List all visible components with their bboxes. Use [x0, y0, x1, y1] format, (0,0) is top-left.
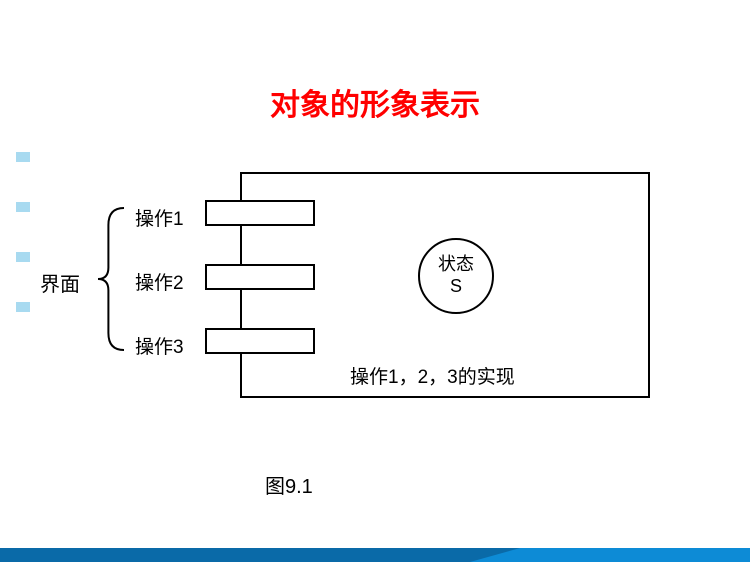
- footer-svg: [0, 548, 750, 562]
- operation-label-3: 操作3: [135, 332, 184, 359]
- page-title: 对象的形象表示: [0, 80, 750, 124]
- implementation-label-text: 操作1，2，3的实现: [350, 367, 515, 388]
- operation-box-1: [205, 200, 315, 226]
- implementation-label: 操作1，2，3的实现: [350, 362, 515, 389]
- figure-caption-text: 图9.1: [265, 476, 313, 498]
- operation-box-2: [205, 264, 315, 290]
- side-mark: [16, 152, 30, 162]
- operation-label-2: 操作2: [135, 268, 184, 295]
- side-mark: [16, 302, 30, 312]
- title-text: 对象的形象表示: [270, 89, 480, 122]
- side-mark: [16, 202, 30, 212]
- state-circle: 状态 S: [418, 238, 494, 314]
- interface-label: 界面: [40, 268, 80, 297]
- brace: [98, 208, 128, 350]
- interface-label-text: 界面: [40, 274, 80, 296]
- state-line2: S: [450, 276, 462, 298]
- footer-bar: [0, 548, 750, 562]
- state-line1: 状态: [438, 254, 474, 276]
- figure-caption: 图9.1: [265, 470, 313, 499]
- operation-label-1: 操作1: [135, 204, 184, 231]
- operation-box-3: [205, 328, 315, 354]
- side-mark: [16, 252, 30, 262]
